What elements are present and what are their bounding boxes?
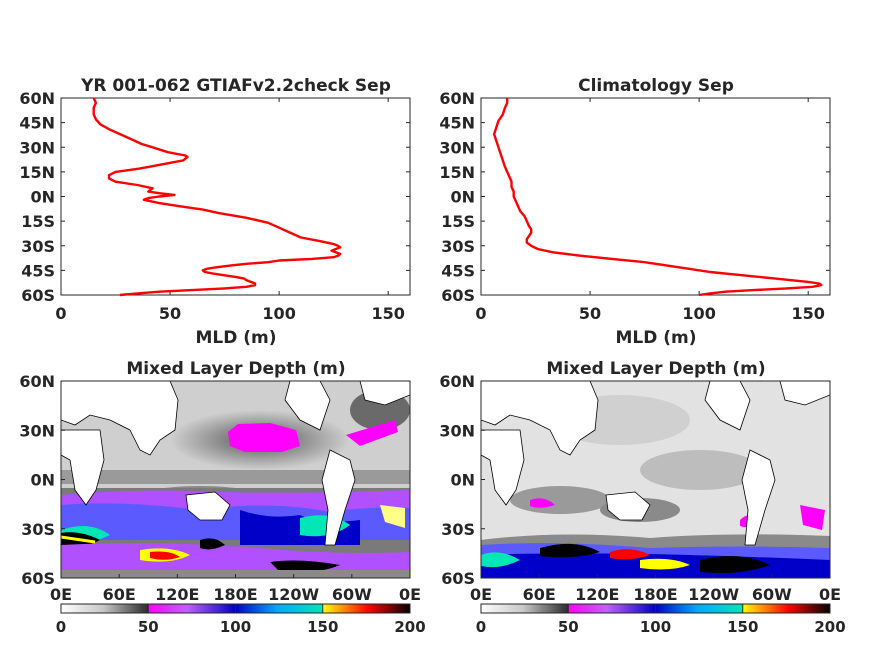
y-tick-label: 60S [21,286,55,305]
map-model-panel: Mixed Layer Depth (m) [19,359,425,636]
colorbar-tick-label: 0 [56,618,66,636]
y-tick-label: 45S [21,261,55,280]
x-tick-label: 150 [371,304,404,323]
y-tick-label: 0N [450,471,475,490]
colorbar-tick-label: 200 [394,618,425,636]
y-tick-label: 60N [439,89,475,108]
y-tick-label: 30N [19,421,55,440]
map-clim-field [481,381,830,578]
x-tick-label: 180E [213,585,257,604]
profile-model-y-ticks: 60N 45N 30N 15N 0N 15S 30S 45S 60S [19,89,410,305]
map-model-title: Mixed Layer Depth (m) [126,359,345,379]
y-tick-label: 30S [21,520,55,539]
x-tick-label: 150 [791,304,824,323]
map-clim-colorbar-ticks: 0 50 100 150 200 [476,604,846,636]
x-tick-label: 120E [155,585,199,604]
x-tick-label: 0 [55,304,66,323]
profile-clim-title: Climatology Sep [578,76,734,96]
y-tick-label: 60S [441,569,475,588]
x-tick-label: 0E [470,585,492,604]
y-tick-label: 30N [439,421,475,440]
map-model-colorbar-ticks: 0 50 100 150 200 [56,604,426,636]
x-tick-label: 60W [332,585,372,604]
colorbar-tick-label: 150 [727,618,758,636]
colorbar-tick-label: 100 [640,618,671,636]
map-model-x-ticks: 0E 60E 120E 180E 120W 60W 0E [50,574,421,604]
y-tick-label: 45S [441,261,475,280]
y-tick-label: 15S [441,212,475,231]
x-tick-label: 60E [523,585,556,604]
y-tick-label: 45N [439,114,475,133]
map-model-y-ticks: 60N 30N 0N 30S 60S [19,372,65,588]
y-tick-label: 30S [21,237,55,256]
x-tick-label: 180E [633,585,677,604]
map-clim-land [481,381,830,546]
x-tick-label: 0E [819,585,841,604]
y-tick-label: 60N [19,372,55,391]
profile-model-series-line [92,97,342,297]
profile-model-panel: YR 001-062 GTIAFv2.2check Sep 60N 45N 30N 1… [19,76,411,348]
x-tick-label: 100 [682,304,715,323]
profile-clim-xlabel: MLD (m) [615,328,696,348]
profile-model-x-ticks: 0 50 100 150 [55,98,405,323]
y-tick-label: 15S [21,212,55,231]
profile-clim-y-ticks: 60N 45N 30N 15N 0N 15S 30S 45S 60S [439,89,830,305]
y-tick-label: 30N [19,138,55,157]
map-clim-title: Mixed Layer Depth (m) [546,359,765,379]
y-tick-label: 60N [439,372,475,391]
map-clim-x-ticks: 0E 60E 120E 180E 120W 60W 0E [470,574,841,604]
y-tick-label: 15N [439,163,475,182]
y-tick-label: 0N [30,471,55,490]
x-tick-label: 120W [268,585,319,604]
colorbar-tick-label: 200 [814,618,845,636]
colorbar-tick-label: 150 [307,618,338,636]
colorbar-tick-label: 50 [558,618,579,636]
y-tick-label: 15N [19,163,55,182]
y-tick-label: 0N [450,188,475,207]
map-clim-y-ticks: 60N 30N 0N 30S 60S [439,372,485,588]
x-tick-label: 120E [575,585,619,604]
x-tick-label: 0E [399,585,421,604]
x-tick-label: 50 [579,304,601,323]
x-tick-label: 0 [475,304,486,323]
x-tick-label: 60W [752,585,792,604]
x-tick-label: 60E [103,585,136,604]
y-tick-label: 45N [19,114,55,133]
profile-model-xlabel: MLD (m) [195,328,276,348]
x-tick-label: 50 [159,304,181,323]
y-tick-label: 30S [441,237,475,256]
profile-model-title: YR 001-062 GTIAFv2.2check Sep [80,76,391,96]
profile-clim-series-line [492,98,823,297]
y-tick-label: 30S [441,520,475,539]
profile-clim-panel: Climatology Sep 60N45N30N15N0N15S30S45S6… [439,76,831,348]
y-tick-label: 60N [19,89,55,108]
y-tick-label: 0N [30,188,55,207]
colorbar-tick-label: 0 [476,618,486,636]
y-tick-label: 30N [439,138,475,157]
profile-clim-x-ticks: 0 50 100 150 [475,98,825,323]
map-clim-panel: Mixed Layer Depth (m) [439,359,845,636]
colorbar-tick-label: 100 [220,618,251,636]
y-tick-label: 60S [441,286,475,305]
map-model-land [61,381,410,546]
y-tick-label: 60S [21,569,55,588]
colorbar-tick-label: 50 [138,618,159,636]
x-tick-label: 0E [50,585,72,604]
x-tick-label: 100 [262,304,295,323]
profile-model-axes [60,97,411,296]
x-tick-label: 120W [688,585,739,604]
profile-clim-axes [480,97,831,296]
